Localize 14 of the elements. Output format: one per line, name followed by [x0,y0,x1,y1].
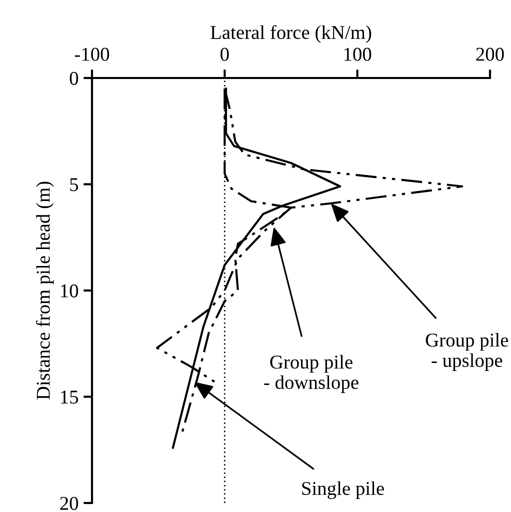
annotation: Single pile [302,481,384,500]
annotation: Group pile - upslope [426,333,508,371]
y-tick-label: 10 [61,284,78,298]
x-tick-label: -100 [74,48,110,61]
x-tick-label: 200 [476,48,504,61]
y-tick-label: 20 [60,496,78,510]
annotation: Group pile - downslope [264,354,358,393]
x-tick-label: 100 [344,48,372,61]
x-axis-title: Lateral force (kN/m) [210,25,372,43]
y-tick-label: 0 [70,72,78,85]
y-tick-label: 5 [70,178,78,192]
x-tick-label: 0 [220,48,229,61]
y-axis-title: Distance from pile head (m) [36,182,54,400]
y-tick-label: 15 [61,390,78,404]
